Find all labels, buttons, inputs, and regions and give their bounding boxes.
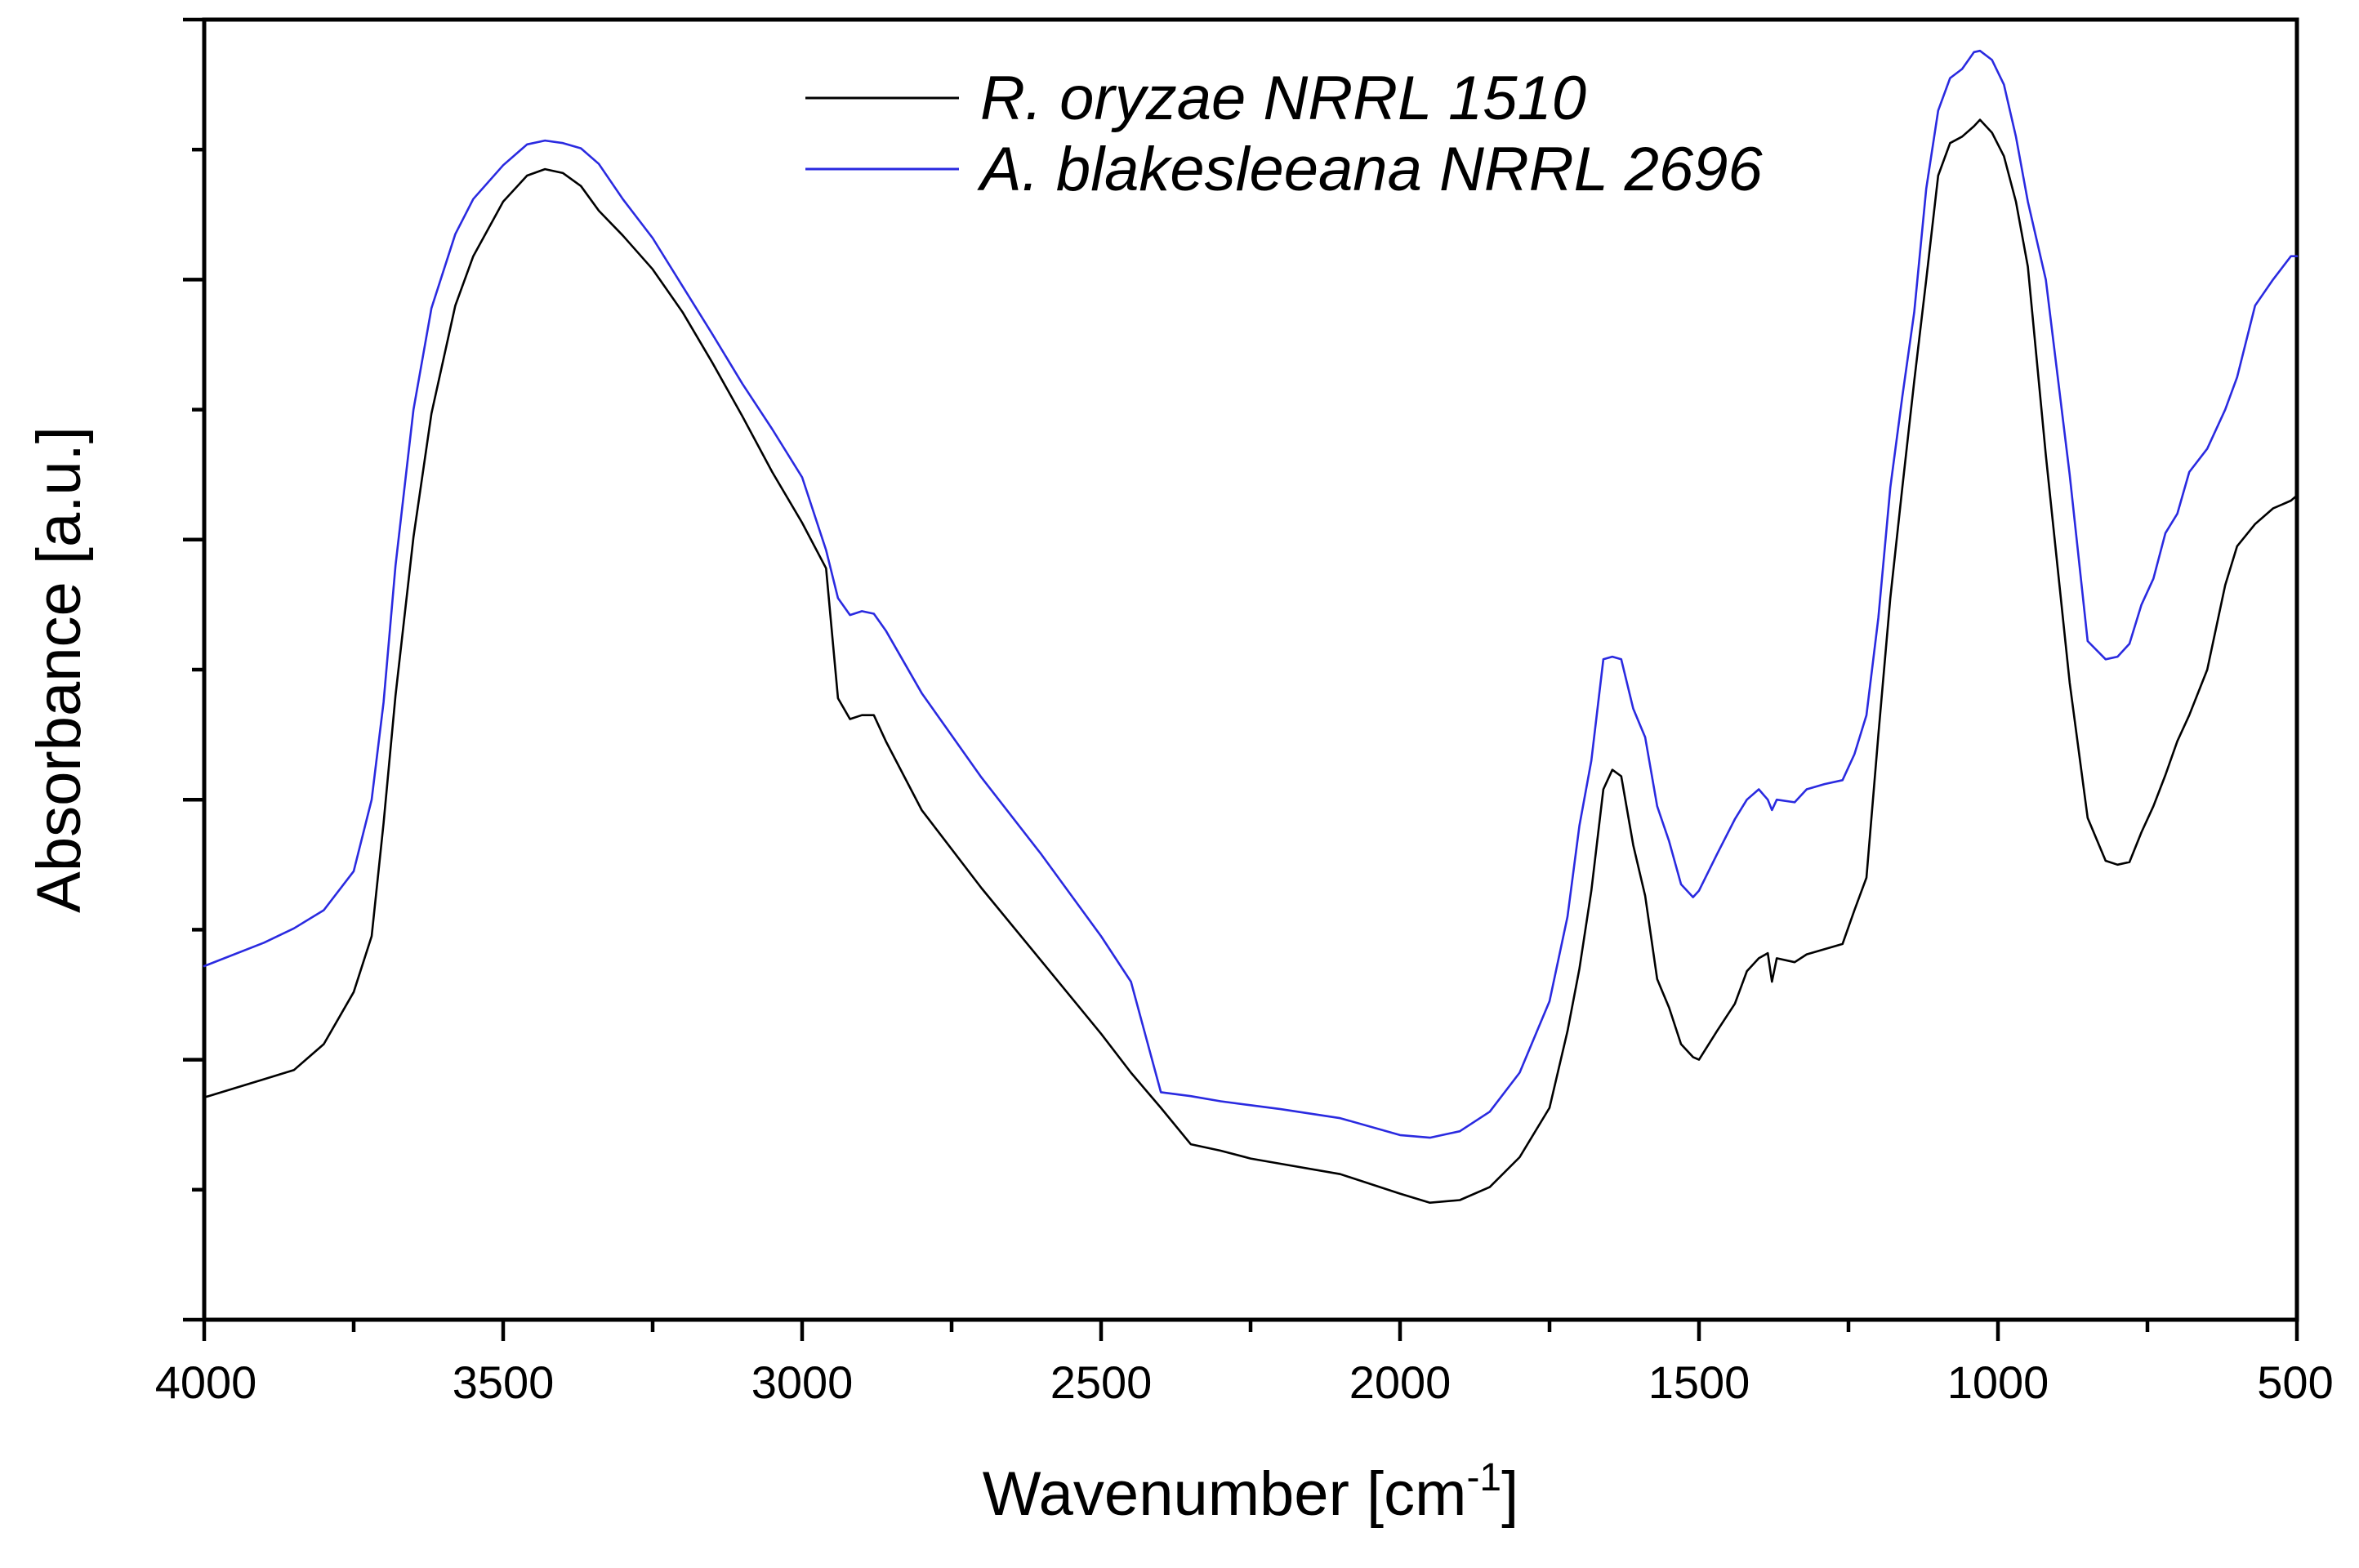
x-axis-tick-labels: 4000 3500 3000 2500 2000 1500 1000 500 xyxy=(155,1356,2334,1408)
x-axis-title: Wavenumber [cm-1] xyxy=(983,1456,1519,1529)
plot-frame xyxy=(202,17,2299,1322)
x-tick-label: 3500 xyxy=(453,1356,555,1408)
x-tick-label: 2500 xyxy=(1050,1356,1153,1408)
x-axis-title-main: Wavenumber [cm xyxy=(983,1459,1467,1529)
x-tick-label: 4000 xyxy=(155,1356,257,1408)
x-tick-label: 500 xyxy=(2257,1356,2333,1408)
legend-label-a-blakesleeana: A. blakesleeana NRRL 2696 xyxy=(977,135,1763,204)
legend-label-r-oryzae: R. oryzae NRRL 1510 xyxy=(980,64,1586,133)
x-tick-label: 2000 xyxy=(1349,1356,1452,1408)
x-tick-label: 3000 xyxy=(751,1356,854,1408)
plot-area-border xyxy=(202,17,2299,1322)
series-line-a-blakesleeana xyxy=(203,49,2299,1139)
y-axis-title: Absorbance [a.u.] xyxy=(25,426,94,913)
x-axis-ticks xyxy=(202,1320,2299,1341)
series-line-r-oryzae xyxy=(203,118,2299,1204)
y-axis-ticks xyxy=(183,17,204,1322)
x-tick-label: 1500 xyxy=(1648,1356,1750,1408)
x-axis-title-suffix: ] xyxy=(1501,1459,1518,1529)
legend: R. oryzae NRRL 1510 A. blakesleeana NRRL… xyxy=(805,64,1763,204)
x-axis-title-superscript: -1 xyxy=(1466,1456,1501,1499)
series-group xyxy=(203,49,2299,1204)
x-tick-label: 1000 xyxy=(1947,1356,2049,1408)
